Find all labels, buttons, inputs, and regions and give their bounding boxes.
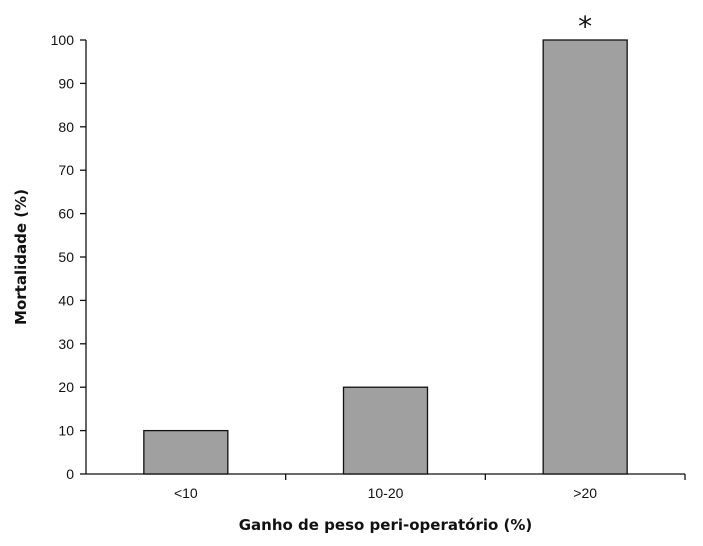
- y-tick-label: 10: [58, 423, 74, 439]
- x-tick-label: 10-20: [368, 485, 404, 501]
- bar-2: [342, 386, 429, 475]
- y-tick-label: 90: [58, 75, 74, 91]
- y-tick-label: 40: [58, 292, 74, 308]
- y-tick-label: 30: [58, 336, 74, 352]
- y-tick-label: 70: [58, 162, 74, 178]
- y-tick-label: 0: [66, 466, 74, 482]
- y-tick-label: 100: [51, 32, 75, 48]
- significance-asterisk: *: [578, 10, 592, 43]
- plot-area: 0 10 20 30 40 50 60 70 80 90 100 <10 10-20 >20 *: [51, 10, 686, 501]
- y-axis-title: Mortalidade (%): [12, 189, 30, 325]
- x-tick-label: <10: [174, 485, 198, 501]
- bar-1: [143, 429, 229, 475]
- bar-3: [542, 39, 628, 475]
- y-tick-label: 60: [58, 206, 74, 222]
- y-tick-label: 20: [58, 379, 74, 395]
- y-tick-label: 80: [58, 119, 74, 135]
- x-tick-label: >20: [573, 485, 597, 501]
- y-tick-label: 50: [58, 249, 74, 265]
- x-axis-title: Ganho de peso peri-operatório (%): [239, 516, 533, 534]
